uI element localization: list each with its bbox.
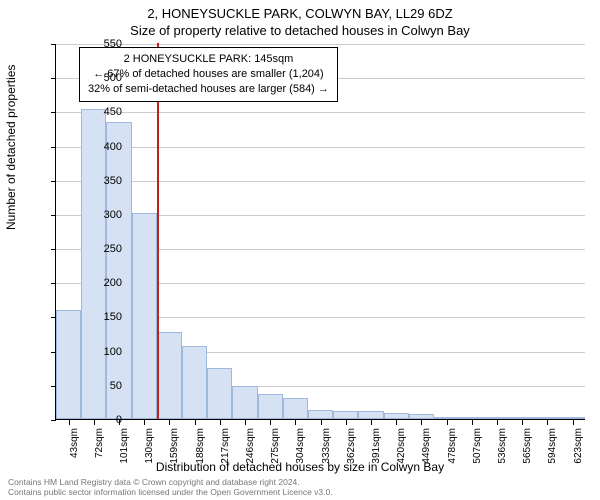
histogram-bar <box>333 411 358 419</box>
histogram-bar <box>207 368 232 419</box>
histogram-bar <box>182 346 207 419</box>
x-tick-mark <box>220 420 221 425</box>
y-tick-label: 250 <box>52 243 122 255</box>
x-tick-label: 449sqm <box>421 428 432 488</box>
x-tick-label: 478sqm <box>447 428 458 488</box>
x-tick-mark <box>497 420 498 425</box>
histogram-chart: 2, HONEYSUCKLE PARK, COLWYN BAY, LL29 6D… <box>0 0 600 500</box>
y-tick-label: 450 <box>52 106 122 118</box>
footer-attribution: Contains HM Land Registry data © Crown c… <box>8 478 333 498</box>
x-tick-mark <box>295 420 296 425</box>
histogram-bar <box>510 417 535 419</box>
x-tick-label: 391sqm <box>371 428 382 488</box>
chart-title-line1: 2, HONEYSUCKLE PARK, COLWYN BAY, LL29 6D… <box>0 6 600 21</box>
gridline <box>56 112 585 113</box>
histogram-bar <box>484 417 509 419</box>
annotation-line3: 32% of semi-detached houses are larger (… <box>88 82 329 97</box>
histogram-bar <box>358 411 383 419</box>
x-tick-mark <box>421 420 422 425</box>
y-tick-label: 550 <box>52 38 122 50</box>
x-tick-mark <box>346 420 347 425</box>
x-tick-mark <box>573 420 574 425</box>
histogram-bar <box>283 398 308 419</box>
y-tick-label: 200 <box>52 277 122 289</box>
x-tick-label: 623sqm <box>573 428 584 488</box>
histogram-bar <box>308 410 333 419</box>
histogram-bar <box>56 310 81 419</box>
y-tick-label: 400 <box>52 141 122 153</box>
histogram-bar <box>132 213 157 419</box>
x-tick-label: 536sqm <box>497 428 508 488</box>
gridline <box>56 147 585 148</box>
x-tick-mark <box>270 420 271 425</box>
x-tick-mark <box>447 420 448 425</box>
y-tick-label: 50 <box>52 380 122 392</box>
histogram-bar <box>535 417 560 419</box>
footer-line2: Contains public sector information licen… <box>8 488 333 498</box>
x-tick-mark <box>144 420 145 425</box>
x-tick-label: 420sqm <box>396 428 407 488</box>
x-tick-mark <box>321 420 322 425</box>
histogram-bar <box>232 386 257 419</box>
histogram-bar <box>157 332 182 419</box>
plot-area: 43sqm72sqm101sqm130sqm159sqm188sqm217sqm… <box>55 44 585 420</box>
histogram-bar <box>459 417 484 419</box>
annotation-line2: ← 67% of detached houses are smaller (1,… <box>88 67 329 82</box>
x-tick-label: 507sqm <box>472 428 483 488</box>
y-tick-label: 350 <box>52 175 122 187</box>
x-tick-label: 565sqm <box>522 428 533 488</box>
y-tick-label: 500 <box>52 72 122 84</box>
x-tick-label: 594sqm <box>547 428 558 488</box>
x-tick-mark <box>396 420 397 425</box>
histogram-bar <box>384 413 409 419</box>
x-tick-mark <box>472 420 473 425</box>
y-axis-label: Number of detached properties <box>4 65 18 230</box>
y-tick-label: 100 <box>52 346 122 358</box>
x-tick-mark <box>522 420 523 425</box>
x-tick-mark <box>245 420 246 425</box>
histogram-bar <box>258 394 283 419</box>
histogram-bar <box>560 417 585 419</box>
x-tick-mark <box>169 420 170 425</box>
y-tick-label: 0 <box>52 414 122 426</box>
histogram-bar <box>106 122 131 419</box>
x-tick-label: 362sqm <box>346 428 357 488</box>
x-axis-label: Distribution of detached houses by size … <box>0 460 600 474</box>
chart-title-line2: Size of property relative to detached ho… <box>0 23 600 38</box>
y-tick-label: 150 <box>52 311 122 323</box>
x-tick-mark <box>371 420 372 425</box>
x-tick-mark <box>195 420 196 425</box>
histogram-bar <box>434 417 459 419</box>
y-tick-label: 300 <box>52 209 122 221</box>
gridline <box>56 44 585 45</box>
annotation-line1: 2 HONEYSUCKLE PARK: 145sqm <box>88 52 329 67</box>
histogram-bar <box>409 414 434 419</box>
histogram-bar <box>81 109 106 419</box>
gridline <box>56 181 585 182</box>
x-tick-mark <box>547 420 548 425</box>
